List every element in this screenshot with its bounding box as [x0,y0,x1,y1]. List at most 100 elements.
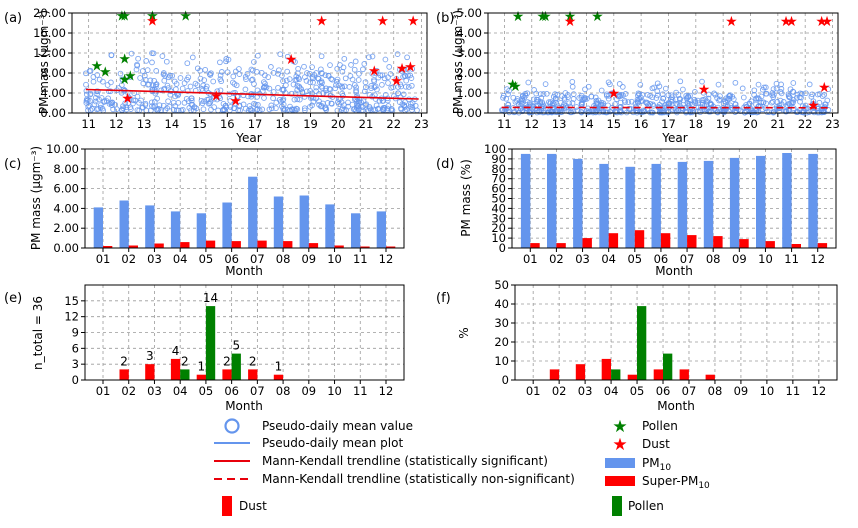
data-point [263,84,270,91]
data-point [284,53,291,60]
data-point [397,81,404,88]
plot-a: 11 12 13 14 15 16 17 18 19 20 21 22 23 0.00 4.00 8.00 12… [33,6,429,131]
bar-pm10 [170,211,181,248]
plot-f: 0 10 20 30 40 50 01 02 03 04 05 06 07 08 09 10 11 12 [494,278,838,398]
data-point [170,99,177,106]
tick-label-x: 04 [604,384,619,398]
bar-pm10 [351,213,361,248]
data-point [810,98,817,105]
data-point [637,81,644,88]
data-point [770,86,777,92]
svg-text:PM10: PM10 [642,456,671,473]
data-point [307,79,313,86]
data-point [151,77,157,84]
xlabel-a: Year [235,131,261,145]
data-point [206,71,213,77]
data-point [554,91,561,98]
data-label: 1 [275,360,283,374]
data-point [328,76,334,82]
data-point [616,92,622,99]
data-point [218,69,225,75]
data-point [207,98,214,105]
data-point [323,106,330,113]
bar-pm10 [325,204,335,248]
data-point [291,96,298,103]
bar-pollen [611,369,621,380]
data-point [83,100,90,106]
data-point [160,102,167,109]
tick-label-x: 20 [331,117,346,131]
data-point [654,80,661,87]
data-point [301,105,308,112]
data-point [165,85,172,91]
data-point [276,67,282,74]
tick-label-x: 13 [137,117,152,131]
svg-text:Pollen: Pollen [642,419,678,433]
tick-label-y: 0.00 [53,241,79,255]
plot-c: 0.00 2.00 4.00 6.00 8.00 10.00 01 02 03 04 05 06 07 0… [46,142,405,266]
panel-d: (d) PM mass (%) Month 010203040506070809… [436,142,837,278]
data-point [760,99,767,106]
data-point [242,105,249,112]
data-point [758,99,764,106]
tick-label-x: 07 [680,252,695,266]
data-point [324,100,331,106]
data-point [313,70,320,76]
data-point [148,99,155,106]
data-point [254,68,260,75]
data-point [737,108,744,115]
bar-super-pm10 [556,243,566,248]
data-point [593,99,600,106]
data-point [318,53,325,60]
data-point [284,68,291,75]
bar-pm10 [547,153,557,248]
bar-pm10 [756,155,766,248]
data-point [310,79,316,86]
data-point [251,59,257,65]
data-point [677,78,684,85]
data-point [561,101,567,108]
bar-pm10 [782,153,792,248]
data-point [161,77,168,84]
tick-label-x: 11 [81,117,96,131]
data-point [809,91,816,98]
data-point [700,89,707,96]
tick-label-y: 4.00 [40,86,66,100]
data-point [712,91,719,98]
data-point [755,81,762,88]
tick-label-x: 19 [716,117,731,131]
data-point [283,77,290,84]
data-point [635,92,641,99]
data-point [108,52,115,59]
data-point [355,103,362,109]
dust-star: ★ [815,14,828,30]
data-point [319,79,325,86]
data-point [505,91,511,98]
data-point [327,86,334,93]
tick-label-x: 03 [147,384,162,398]
tick-label-x: 10 [758,252,773,266]
data-point [298,86,305,92]
bar-super-pm10 [180,242,190,248]
data-point [184,76,190,83]
data-point [134,93,141,100]
data-point [620,92,626,99]
bar-dust [196,374,206,380]
data-point [517,105,524,112]
data-point [349,101,356,108]
data-point [156,102,163,109]
legend: Pseudo-daily mean value Pseudo-daily mea… [214,417,710,516]
data-point [401,103,408,109]
data-point [748,98,755,105]
tick-label-x: 18 [275,117,290,131]
data-point [649,94,656,101]
data-point [189,54,196,61]
data-point [408,75,415,81]
data-point [363,101,370,108]
data-point [290,81,297,88]
data-point [668,92,675,99]
tick-label-x: 21 [771,117,786,131]
data-point [404,54,410,61]
pollen-star: ★ [124,69,137,85]
